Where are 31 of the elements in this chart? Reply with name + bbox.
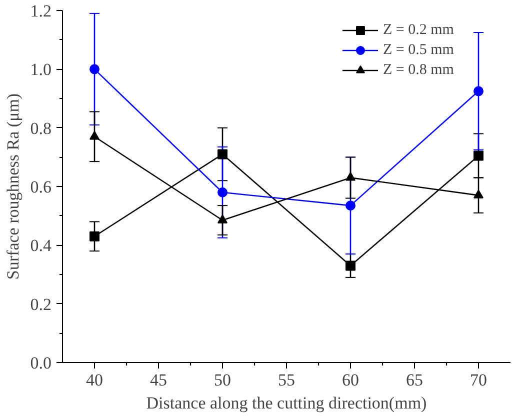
x-tick-label: 50 [214,370,231,390]
point [474,86,484,96]
x-tick-label: 55 [278,370,295,390]
y-tick-label: 0.6 [30,178,52,196]
point [474,190,484,198]
x-tick-label: 60 [342,370,359,390]
y-tick-label: 0.0 [30,354,52,372]
point [90,64,100,74]
y-tick-label: 0.2 [30,294,52,314]
point [90,231,100,242]
point [346,260,356,271]
y-tick-label: 0.4 [30,236,52,256]
point [474,150,484,161]
x-tick-label: 65 [406,370,423,390]
legend-label: Z = 0.8 mm [383,62,454,78]
point [218,214,228,224]
legend-label: Z = 0.2 mm [383,22,454,38]
point [218,149,228,160]
point [346,200,356,211]
x-tick-label: 40 [86,370,103,390]
point [218,187,228,198]
y-tick-label: 1.0 [30,60,52,80]
point [346,172,356,181]
x-axis-title: Distance along the cutting direction(mm) [146,394,427,412]
x-tick-label: 70 [470,370,487,390]
point [90,130,100,140]
legend-label: Z = 0.5 mm [383,42,454,58]
y-tick-label: 1.2 [30,2,52,20]
y-axis-title: Surface roughness Ra (μm) [3,93,22,280]
x-tick-label: 45 [150,370,167,390]
y-tick-label: 0.8 [30,118,52,138]
